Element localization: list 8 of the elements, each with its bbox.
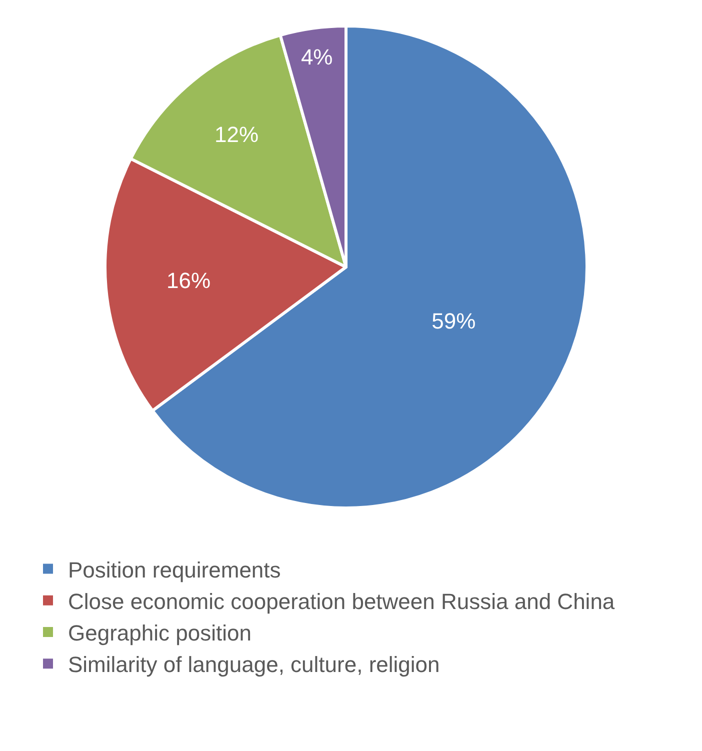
data-label: 4% [300, 44, 333, 70]
legend-label: Similarity of language, culture, religion [68, 652, 440, 678]
legend-label: Close economic cooperation between Russia and China [68, 588, 616, 614]
data-label: 12% [214, 122, 259, 148]
legend-label: Gegraphic position [68, 620, 252, 646]
data-label: 16% [166, 268, 211, 294]
legend-label: Position requirements [68, 557, 281, 582]
data-label: 59% [432, 308, 476, 334]
